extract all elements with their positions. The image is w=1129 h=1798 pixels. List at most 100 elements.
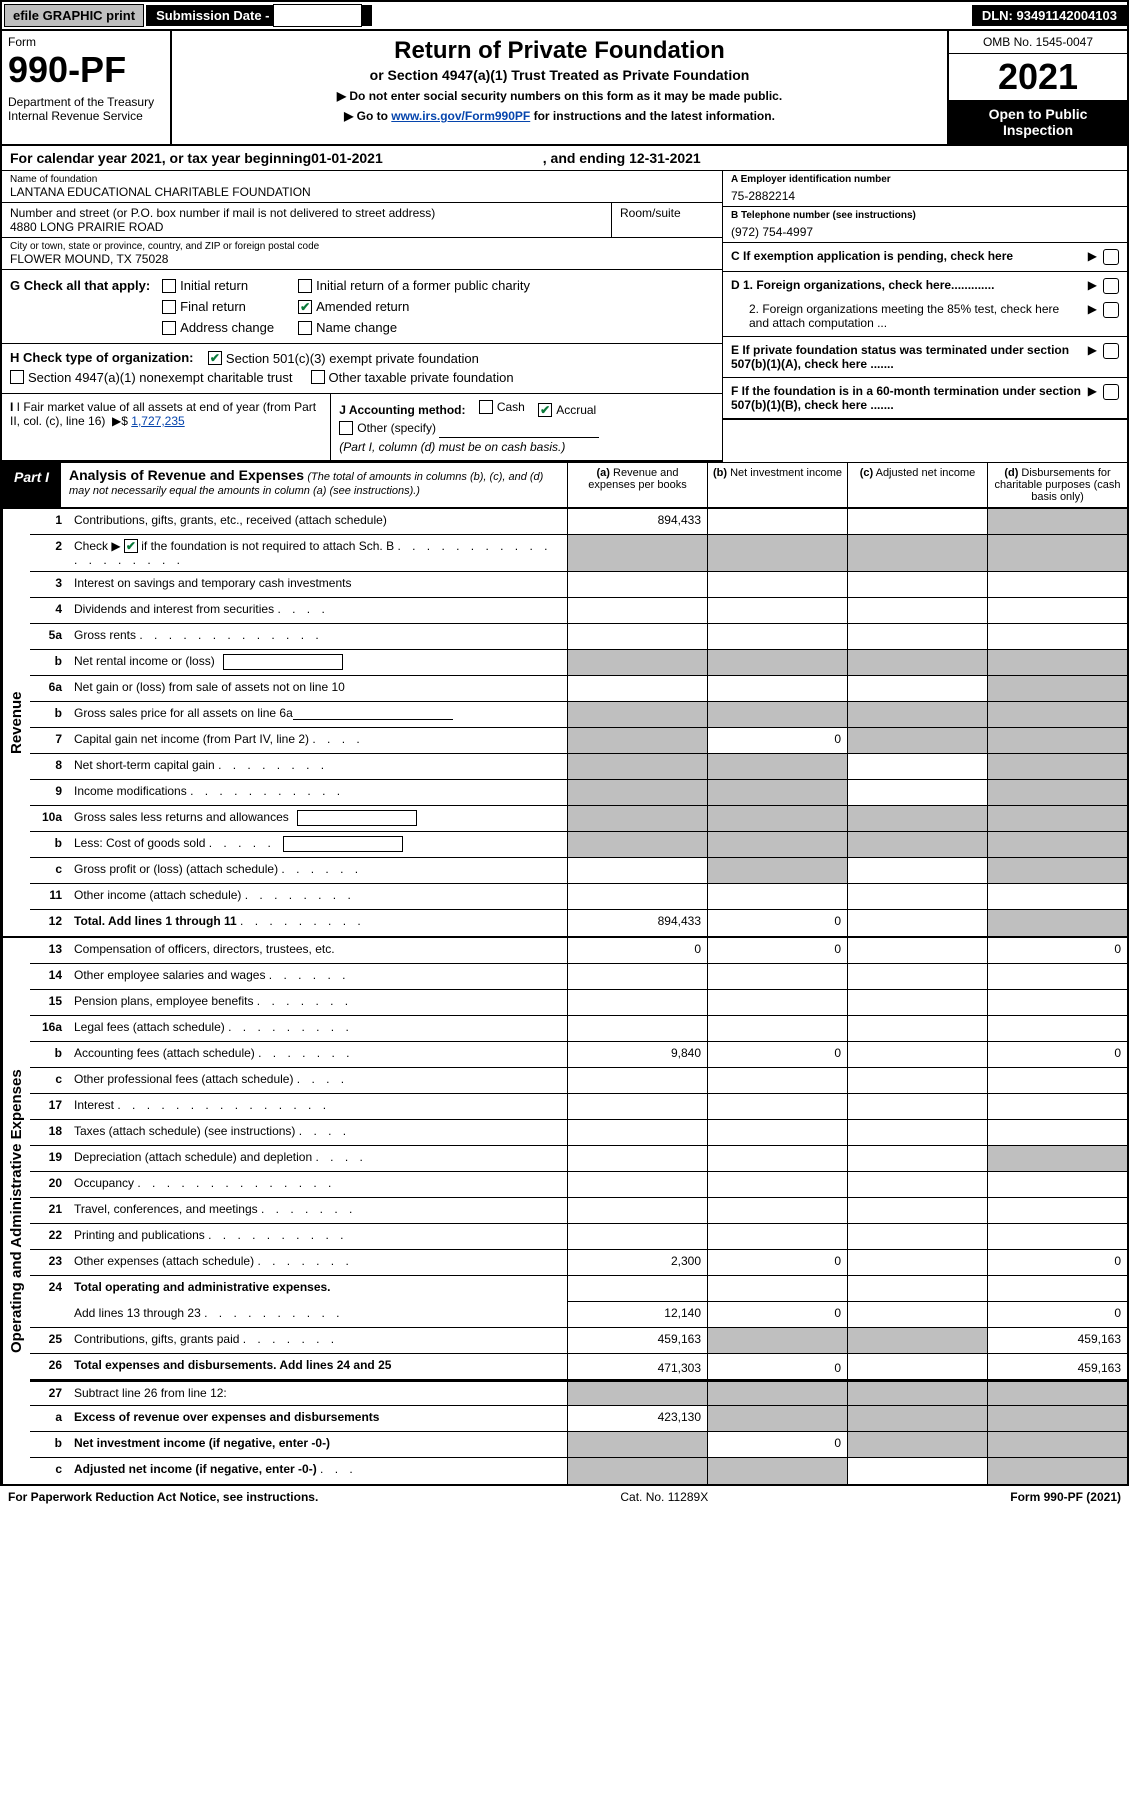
chk-initial-former-lbl: Initial return of a former public charit… [316,278,530,293]
efile-print-button[interactable]: efile GRAPHIC print [4,4,144,27]
c-checkbox[interactable] [1103,249,1119,265]
dots: . . . . [312,732,363,746]
chk-initial[interactable]: Initial return [162,278,274,293]
chk-other-taxable[interactable]: Other taxable private foundation [311,370,514,385]
line-no: 12 [30,910,68,936]
line-no: 8 [30,754,68,779]
line-desc: Occupancy . . . . . . . . . . . . . . [68,1172,567,1197]
sub-date-lbl-text: Submission Date - [156,8,273,23]
cell-c [847,1016,987,1041]
cal-prefix: For calendar year 2021, or tax year begi… [10,150,311,166]
d1-checkbox[interactable] [1103,278,1119,294]
cell-a [567,1432,707,1457]
top-bar: efile GRAPHIC print Submission Date - 20… [0,0,1129,31]
r10c-desc: Gross profit or (loss) (attach schedule) [74,862,278,876]
calendar-year-row: For calendar year 2021, or tax year begi… [0,146,1129,171]
r21-desc: Travel, conferences, and meetings [74,1202,258,1216]
g-col-2: Initial return of a former public charit… [298,278,530,335]
foundation-name-label: Name of foundation [10,174,714,185]
row-4: 4 Dividends and interest from securities… [30,598,1127,624]
chk-other-method-lbl: Other (specify) [357,421,436,435]
checkbox-checked-icon: ✔ [208,351,222,365]
dln-label: DLN: [982,8,1017,23]
chk-initial-lbl: Initial return [180,278,248,293]
row-3: 3 Interest on savings and temporary cash… [30,572,1127,598]
cell-c [847,598,987,623]
line-desc: Net investment income (if negative, ente… [68,1432,567,1457]
row-12: 12 Total. Add lines 1 through 11 . . . .… [30,910,1127,936]
chk-name-change[interactable]: Name change [298,320,530,335]
row-24: 24 Total operating and administrative ex… [30,1276,1127,1302]
cell-d [987,1146,1127,1171]
info-left: Name of foundation LANTANA EDUCATIONAL C… [2,171,722,462]
cell-a [567,535,707,571]
row-18: 18 Taxes (attach schedule) (see instruct… [30,1120,1127,1146]
line-desc: Total operating and administrative expen… [68,1276,567,1302]
line-no: b [30,832,68,857]
row-2: 2 Check ▶ ✔ if the foundation is not req… [30,535,1127,572]
line-no: 9 [30,780,68,805]
j-note: (Part I, column (d) must be on cash basi… [339,440,714,454]
cell-b [707,1224,847,1249]
cell-d: 0 [987,938,1127,963]
cell-b [707,1172,847,1197]
arrow-icon: ▶ [1088,384,1097,398]
line-no: 3 [30,572,68,597]
omb-number: OMB No. 1545-0047 [949,31,1127,54]
cell-a [567,858,707,883]
cell-a [567,598,707,623]
row-6b: b Gross sales price for all assets on li… [30,702,1127,728]
city-cell: City or town, state or province, country… [2,238,722,270]
line-desc: Net rental income or (loss) [68,650,567,675]
chk-cash[interactable]: Cash [479,400,525,414]
chk-addr-change[interactable]: Address change [162,320,274,335]
cell-c [847,1120,987,1145]
dots: . . . . . [209,836,275,850]
chk-final[interactable]: Final return [162,299,274,314]
line-desc: Gross rents . . . . . . . . . . . . . [68,624,567,649]
r16c-desc: Other professional fees (attach schedule… [74,1072,293,1086]
chk-4947[interactable]: Section 4947(a)(1) nonexempt charitable … [10,370,292,385]
cell-b [707,1382,847,1405]
f-label: F If the foundation is in a 60-month ter… [731,384,1082,412]
chk-501c3[interactable]: ✔Section 501(c)(3) exempt private founda… [208,351,479,366]
checkbox-checked-icon[interactable]: ✔ [124,539,138,553]
cell-c [847,780,987,805]
fmv-value[interactable]: 1,727,235 [131,414,184,428]
line-no: 23 [30,1250,68,1275]
chk-other-method[interactable]: Other (specify) [339,421,436,435]
dots: . . . . [316,1150,367,1164]
chk-initial-former[interactable]: Initial return of a former public charit… [298,278,530,293]
irs-link[interactable]: www.irs.gov/Form990PF [391,109,530,123]
r22-desc: Printing and publications [74,1228,205,1242]
cell-a [567,1068,707,1093]
r24b-desc: Add lines 13 through 23 [74,1306,201,1320]
e-checkbox[interactable] [1103,343,1119,359]
d2-checkbox[interactable] [1103,302,1119,318]
checkbox-icon [162,300,176,314]
cell-c [847,535,987,571]
cell-c [847,1198,987,1223]
cell-b [707,676,847,701]
cell-b [707,1120,847,1145]
r25-desc: Contributions, gifts, grants paid [74,1332,239,1346]
row-5b: b Net rental income or (loss) [30,650,1127,676]
chk-accrual[interactable]: ✔Accrual [538,403,596,417]
line-desc: Income modifications . . . . . . . . . .… [68,780,567,805]
foundation-name: LANTANA EDUCATIONAL CHARITABLE FOUNDATIO… [10,185,714,199]
f-checkbox[interactable] [1103,384,1119,400]
other-specify-line [439,424,599,438]
cell-a [567,624,707,649]
r20-desc: Occupancy [74,1176,134,1190]
cell-a [567,702,707,727]
cell-c [847,1224,987,1249]
cell-c [847,1328,987,1353]
dots: . . . . [297,1072,348,1086]
chk-addr-lbl: Address change [180,320,274,335]
r12-desc: Total. Add lines 1 through 11 [74,914,237,928]
cell-c [847,964,987,989]
form-number: 990-PF [8,49,164,91]
h-label: H Check type of organization: [10,350,193,365]
row-10a: 10a Gross sales less returns and allowan… [30,806,1127,832]
chk-amended[interactable]: ✔Amended return [298,299,530,314]
